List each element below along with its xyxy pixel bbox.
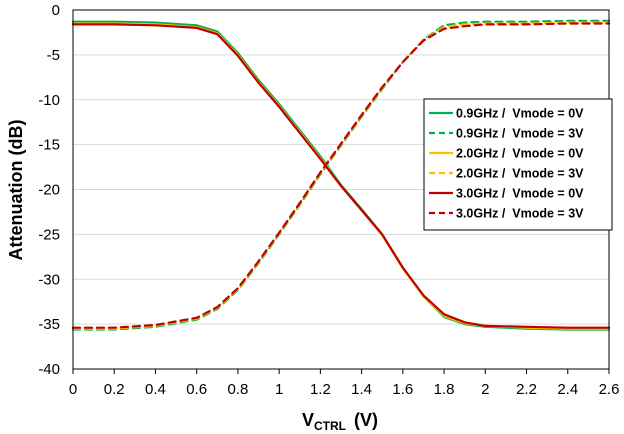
x-tick-label: 1.6 bbox=[392, 381, 413, 398]
legend-label: 3.0GHz / Vmode = 3V bbox=[456, 207, 584, 221]
x-tick-label: 2.6 bbox=[599, 381, 620, 398]
series-lines bbox=[71, 19, 611, 331]
legend-label: 0.9GHz / Vmode = 0V bbox=[456, 107, 584, 121]
x-tick-label: 1 bbox=[275, 381, 283, 398]
y-tick-label: 0 bbox=[52, 2, 60, 19]
x-axis-title-unit: (V) bbox=[354, 410, 378, 430]
x-tick-label: 2.4 bbox=[557, 381, 578, 398]
x-axis-title: VCTRL (V) bbox=[302, 410, 378, 433]
y-tick-label: -25 bbox=[38, 226, 60, 243]
y-tick-label: -30 bbox=[38, 271, 60, 288]
y-tick-label: -10 bbox=[38, 92, 60, 109]
y-axis-title: Attenuation (dB) bbox=[6, 120, 26, 261]
x-tick-label: 2.2 bbox=[516, 381, 537, 398]
legend-label: 0.9GHz / Vmode = 3V bbox=[456, 127, 584, 141]
legend-label: 2.0GHz / Vmode = 0V bbox=[456, 147, 584, 161]
series-line-6 bbox=[71, 22, 611, 329]
legend-items: 0.9GHz / Vmode = 0V 0.9GHz / Vmode = 3V 2.… bbox=[429, 107, 584, 221]
x-tick-label: 1.4 bbox=[351, 381, 372, 398]
y-tick-label: -5 bbox=[47, 47, 60, 64]
x-tick-label: 0 bbox=[69, 381, 77, 398]
legend-label: 2.0GHz / Vmode = 3V bbox=[456, 167, 584, 181]
x-axis-title-main: V bbox=[302, 410, 314, 430]
x-tick-label: 0.2 bbox=[104, 381, 125, 398]
x-tick-label: 2 bbox=[481, 381, 489, 398]
x-tick-label: 0.6 bbox=[186, 381, 207, 398]
x-tick-label: 1.8 bbox=[434, 381, 455, 398]
x-tick-label: 1.2 bbox=[310, 381, 331, 398]
tick-labels: 0 -5 -10 -15 -20 -25 -30 -35 -40 0 0.2 0.4 0.6 0.8 1 1.… bbox=[38, 2, 619, 398]
legend-label: 3.0GHz / Vmode = 0V bbox=[456, 187, 584, 201]
x-tick-label: 0.8 bbox=[227, 381, 248, 398]
y-tick-label: -40 bbox=[38, 361, 60, 378]
y-tick-label: -20 bbox=[38, 182, 60, 199]
y-tick-label: -35 bbox=[38, 316, 60, 333]
y-tick-label: -15 bbox=[38, 137, 60, 154]
legend-box bbox=[423, 98, 613, 231]
series-line-5 bbox=[71, 23, 611, 329]
x-tick-label: 0.4 bbox=[145, 381, 166, 398]
x-axis-title-sub: CTRL bbox=[314, 419, 346, 433]
legend: 0.9GHz / Vmode = 0V 0.9GHz / Vmode = 3V 2.… bbox=[423, 98, 613, 231]
